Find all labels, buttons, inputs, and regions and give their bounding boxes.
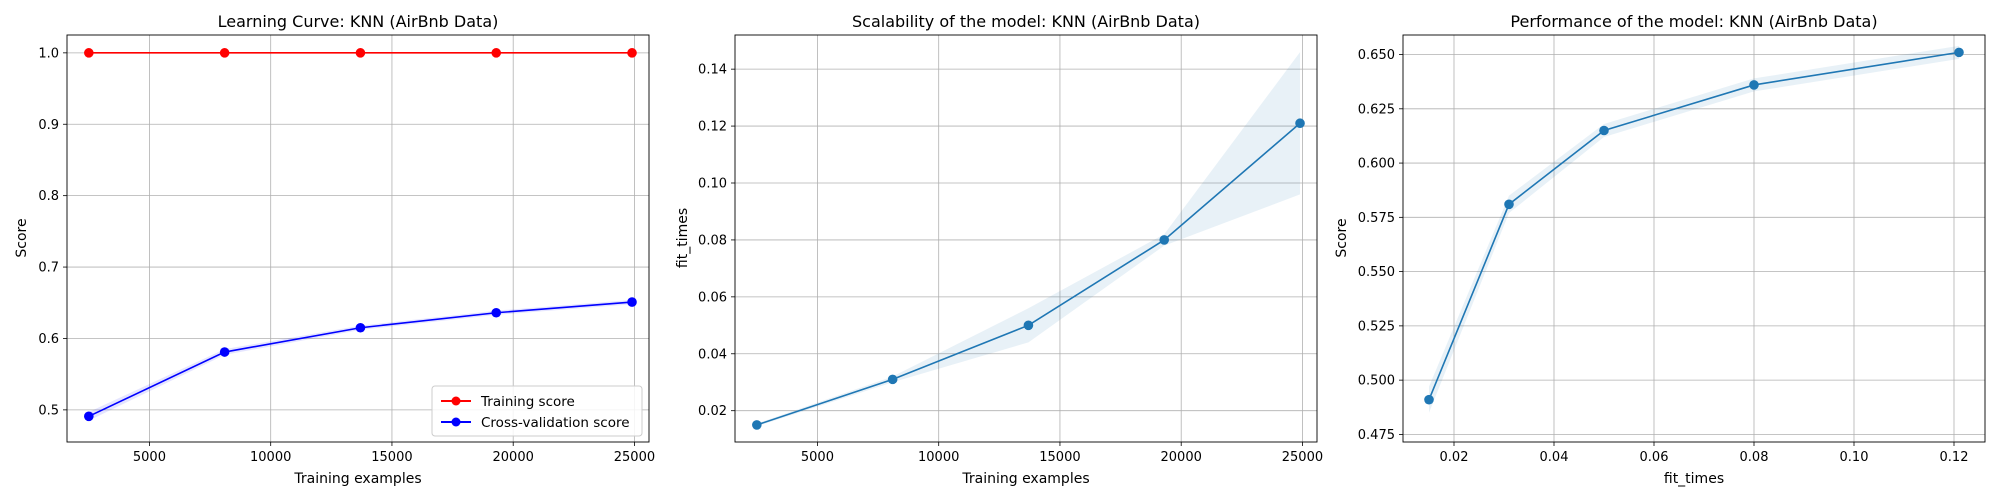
- legend-label-cv: Cross-validation score: [481, 415, 630, 431]
- x-tick-label: 20000: [1161, 450, 1202, 465]
- y-tick-label: 0.650: [1358, 48, 1395, 63]
- data-point: [1023, 320, 1034, 331]
- data-point: [1504, 199, 1514, 210]
- chart-title: Performance of the model: KNN (AirBnb Da…: [1510, 12, 1877, 31]
- chart-title: Scalability of the model: KNN (AirBnb Da…: [852, 12, 1200, 31]
- y-tick-label: 0.500: [1358, 374, 1395, 389]
- legend: Training score Cross-validation score: [431, 385, 643, 437]
- y-tick-label: 0.575: [1358, 211, 1395, 226]
- data-point: [1159, 235, 1170, 245]
- y-tick-label: 0.08: [698, 233, 727, 248]
- chart-title: Learning Curve: KNN (AirBnb Data): [218, 12, 499, 31]
- x-tick-label: 5000: [801, 450, 834, 465]
- y-tick-label: 1.0: [38, 46, 59, 61]
- y-tick-label: 0.12: [698, 120, 727, 135]
- series-band-0: [756, 52, 1301, 427]
- panel-performance: Performance of the model: KNN (AirBnb Da…: [1334, 12, 1986, 487]
- x-axis-label: Training examples: [961, 471, 1089, 487]
- plot-area: 5000 10000 15000 20000 25000 0.02 0.04 0.06 0.08…: [698, 34, 1323, 465]
- y-tick-label: 0.6: [38, 332, 59, 347]
- data-point: [491, 48, 502, 58]
- y-axis-label: fit_times: [675, 208, 691, 268]
- x-axis-label: Training examples: [293, 471, 421, 487]
- data-point: [219, 347, 230, 357]
- data-point: [1295, 118, 1305, 129]
- plot-frame: [1402, 34, 1986, 443]
- panel-scalability: Scalability of the model: KNN (AirBnb Da…: [675, 12, 1323, 487]
- legend-marker-training: [451, 396, 461, 406]
- data-point: [355, 48, 366, 58]
- x-tick-label: 0.04: [1540, 450, 1569, 465]
- y-tick-label: 0.02: [698, 404, 727, 419]
- data-point: [84, 411, 94, 422]
- y-tick-label: 0.625: [1358, 102, 1395, 117]
- data-point: [887, 374, 898, 385]
- y-tick-label: 0.7: [38, 261, 59, 276]
- y-tick-label: 0.600: [1358, 157, 1395, 172]
- y-tick-label: 0.10: [698, 177, 727, 192]
- y-tick-label: 0.550: [1358, 265, 1395, 280]
- data-point: [1954, 47, 1964, 58]
- y-tick-label: 0.14: [698, 63, 727, 78]
- x-tick-label: 0.06: [1640, 450, 1669, 465]
- panel-learning-curve: Learning Curve: KNN (AirBnb Data) Traini…: [14, 12, 655, 487]
- legend-label-training: Training score: [480, 394, 575, 410]
- x-tick-label: 10000: [918, 450, 959, 465]
- x-tick-label: 10000: [250, 450, 291, 465]
- x-tick-label: 5000: [133, 450, 166, 465]
- y-axis-label: Score: [14, 218, 30, 257]
- y-tick-label: 0.06: [698, 290, 727, 305]
- plot-area: 0.02 0.04 0.06 0.08 0.10 0.12 0.475 0.500 0.525 0…: [1358, 34, 1986, 465]
- data-point: [627, 48, 637, 58]
- data-point: [355, 322, 366, 333]
- data-point: [1749, 80, 1759, 90]
- plot-frame: [66, 34, 650, 443]
- x-tick-label: 15000: [1039, 450, 1080, 465]
- data-point: [1424, 394, 1434, 405]
- plot-frame: [734, 34, 1318, 443]
- x-tick-label: 0.12: [1940, 450, 1969, 465]
- data-point: [84, 48, 94, 58]
- y-tick-label: 0.9: [38, 118, 59, 133]
- legend-box: [431, 385, 643, 437]
- y-tick-label: 0.525: [1358, 319, 1395, 334]
- x-axis-label: fit_times: [1664, 471, 1724, 487]
- x-tick-label: 25000: [1282, 450, 1323, 465]
- plot-area: 5000 10000 15000 20000 25000 0.5 0.6 0.7 0.8 0.9 1…: [38, 34, 655, 465]
- y-tick-label: 0.475: [1358, 428, 1395, 443]
- x-tick-label: 0.02: [1440, 450, 1469, 465]
- x-tick-label: 15000: [371, 450, 412, 465]
- y-tick-label: 0.8: [38, 189, 59, 204]
- legend-marker-cv: [451, 417, 461, 427]
- x-tick-label: 0.10: [1840, 450, 1869, 465]
- series-band-0: [1429, 45, 1959, 413]
- y-axis-label: Score: [1334, 218, 1350, 257]
- data-point: [219, 48, 230, 58]
- x-tick-label: 20000: [493, 450, 534, 465]
- y-tick-label: 0.04: [698, 347, 727, 362]
- x-tick-label: 25000: [614, 450, 655, 465]
- data-point: [627, 297, 637, 307]
- x-tick-label: 0.08: [1740, 450, 1769, 465]
- y-tick-label: 0.5: [38, 403, 59, 418]
- data-point: [1599, 125, 1609, 136]
- data-point: [491, 307, 502, 318]
- data-point: [752, 420, 762, 430]
